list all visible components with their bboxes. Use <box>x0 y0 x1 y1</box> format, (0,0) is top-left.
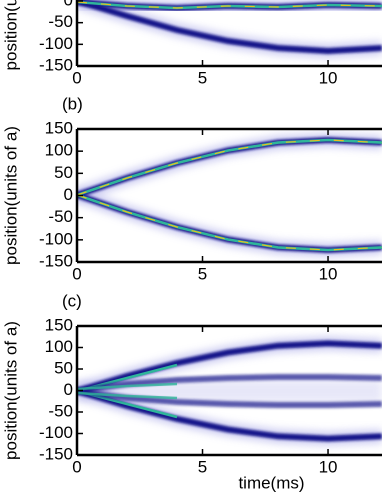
x-tick-label: 0 <box>72 264 81 283</box>
y-tick-label: -100 <box>39 423 73 442</box>
y-tick-label: 150 <box>45 315 73 334</box>
y-tick-label: 50 <box>54 163 73 182</box>
y-axis-label: position(units of a) <box>1 126 20 265</box>
x-tick-label: 0 <box>72 457 81 476</box>
x-tick-label: 5 <box>198 68 207 87</box>
x-tick-label: 5 <box>198 264 207 283</box>
y-tick-label: -100 <box>39 34 73 53</box>
y-tick-label: -150 <box>39 55 73 74</box>
density-map <box>77 0 382 59</box>
density-map <box>77 336 382 446</box>
x-tick-label: 0 <box>72 68 81 87</box>
y-tick-label: -150 <box>39 444 73 463</box>
x-axis-label: time(ms) <box>238 473 304 492</box>
y-tick-label: 100 <box>45 337 73 356</box>
y-tick-label: 100 <box>45 141 73 160</box>
y-tick-label: 150 <box>45 118 73 137</box>
x-tick-label: 5 <box>198 457 207 476</box>
y-tick-label: -150 <box>39 251 73 270</box>
y-tick-label: 50 <box>54 358 73 377</box>
y-tick-label: -50 <box>48 401 73 420</box>
y-tick-label: -50 <box>48 12 73 31</box>
panel-label: (c) <box>62 291 82 310</box>
y-axis-label: position(units of a) <box>1 321 20 460</box>
y-tick-label: 0 <box>64 185 73 204</box>
y-axis-label: position(units of a) <box>1 0 20 70</box>
y-tick-label: -100 <box>39 229 73 248</box>
x-tick-label: 10 <box>319 68 338 87</box>
panel-label: (b) <box>62 94 83 113</box>
y-tick-label: 0 <box>64 0 73 9</box>
x-tick-label: 10 <box>319 264 338 283</box>
y-tick-label: -50 <box>48 207 73 226</box>
density-map <box>77 132 382 258</box>
x-tick-label: 10 <box>319 457 338 476</box>
y-tick-label: 0 <box>64 380 73 399</box>
